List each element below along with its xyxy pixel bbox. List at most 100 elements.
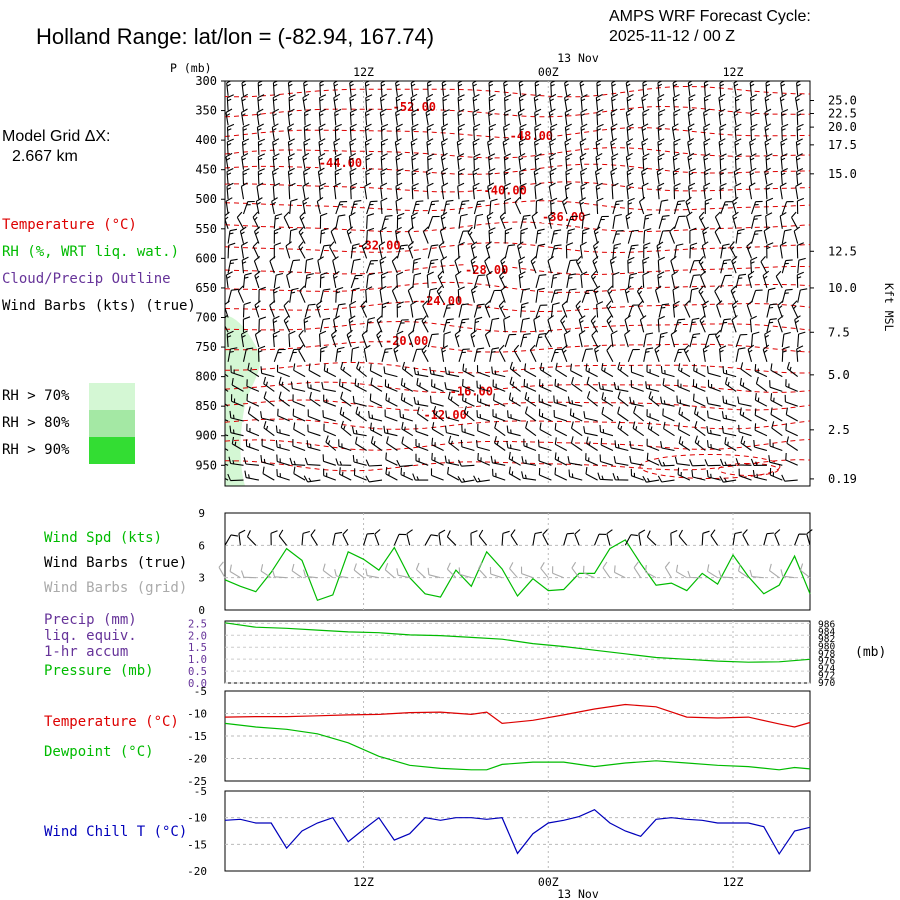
wind-barb [578, 315, 586, 333]
height-tick-label: 0.19 [828, 472, 857, 486]
wind-barb [673, 215, 686, 229]
wind-barb [689, 333, 701, 348]
wind-barb [242, 272, 252, 288]
wind-barb [627, 256, 635, 274]
surface-wind-barb-true [606, 529, 613, 546]
wind-barb [732, 211, 739, 229]
wind-barb [569, 408, 583, 422]
wind-barb [317, 256, 324, 274]
wind-barb [334, 123, 342, 141]
wind-barb [385, 393, 398, 407]
wind-barb [630, 365, 644, 378]
temp-tick-label: -5 [194, 685, 207, 698]
wind-barb [298, 226, 306, 244]
wind-barb [561, 196, 569, 215]
wind-barb [431, 437, 444, 451]
wind-barb [426, 182, 434, 200]
wind-barb [749, 138, 757, 155]
wind-barb [272, 182, 280, 200]
wind-barb [503, 123, 511, 141]
wind-barb [694, 421, 706, 437]
wind-barb [720, 259, 731, 274]
wind-barb [413, 396, 429, 407]
wind-barb [781, 123, 789, 141]
wind-barb [566, 228, 576, 244]
wind-barb [691, 469, 706, 481]
wind-barb [277, 408, 290, 422]
wind-barb [229, 425, 244, 437]
wind-barb [657, 123, 665, 141]
wind-barb [703, 168, 712, 185]
windchill-tick-label: -5 [194, 785, 207, 798]
wind-barb [553, 409, 567, 422]
wind-barb [599, 424, 614, 437]
wind-barb [473, 200, 485, 215]
surface-wind-barb-true [763, 532, 774, 546]
wind-barb [764, 123, 772, 141]
wind-barb [735, 347, 746, 362]
wind-barb [246, 379, 260, 392]
isotherm-line [225, 181, 810, 193]
wind-barb [321, 381, 336, 392]
wind-barb [702, 345, 710, 362]
wind-barb [549, 138, 557, 155]
wind-barb [338, 378, 352, 392]
wind-barb [225, 271, 233, 288]
wind-barb [565, 242, 574, 259]
wind-barb [777, 315, 784, 333]
wind-barb [797, 288, 808, 303]
wind-barb [399, 410, 413, 422]
wind-barb [457, 94, 465, 111]
wind-barb [673, 318, 686, 333]
wind-barb [520, 302, 529, 318]
wind-barb [733, 108, 741, 126]
wind-barb [503, 315, 511, 333]
wind-barb [462, 393, 475, 407]
wind-barb [750, 214, 762, 229]
surface-wind-barb-grid [478, 562, 488, 579]
wind-barb [595, 94, 603, 111]
wind-barb [534, 182, 542, 200]
wind-barb [338, 439, 352, 452]
wind-barb [524, 406, 537, 422]
wind-barb [749, 81, 756, 96]
wind-barb [477, 394, 490, 407]
wind-barb [780, 108, 789, 126]
wind-barb [472, 108, 480, 126]
wind-barb [440, 138, 448, 155]
wind-barb [538, 467, 552, 481]
label-precip-accum: 1-hr accum [44, 644, 129, 660]
wind-barb [535, 287, 545, 303]
pressure-tick-label: 400 [195, 133, 217, 147]
wind-barb [796, 242, 805, 259]
wind-barb [332, 271, 340, 289]
height-tick-label: 20.0 [828, 120, 857, 134]
wind-barb [225, 373, 229, 378]
wind-barb [226, 123, 235, 141]
wind-barb [704, 198, 713, 214]
wind-barb [720, 274, 732, 289]
wind-barb [503, 182, 511, 200]
wind-barb [520, 214, 531, 229]
wind-barb [673, 182, 681, 200]
wind-barb [458, 303, 469, 318]
wind-barb [488, 153, 496, 170]
wind-barb [781, 474, 798, 482]
wind-barb [460, 439, 475, 452]
wind-barb [225, 108, 233, 126]
wind-barb [263, 376, 275, 392]
wind-barb [370, 377, 383, 392]
wind-barb [506, 425, 521, 437]
isotherm-label-bg [392, 99, 437, 113]
wind-barb [444, 382, 460, 392]
isotherm-line [225, 200, 810, 212]
rh-swatch-90 [89, 437, 135, 464]
wind-barb [368, 410, 383, 422]
wind-barb [611, 81, 617, 96]
wind-speed-line [224, 539, 811, 602]
wind-barb [600, 438, 614, 451]
wind-barb [748, 182, 756, 200]
pressure-axis-title: P (mb) [170, 61, 212, 75]
wind-barb [289, 287, 299, 303]
wind-barb [750, 108, 758, 126]
